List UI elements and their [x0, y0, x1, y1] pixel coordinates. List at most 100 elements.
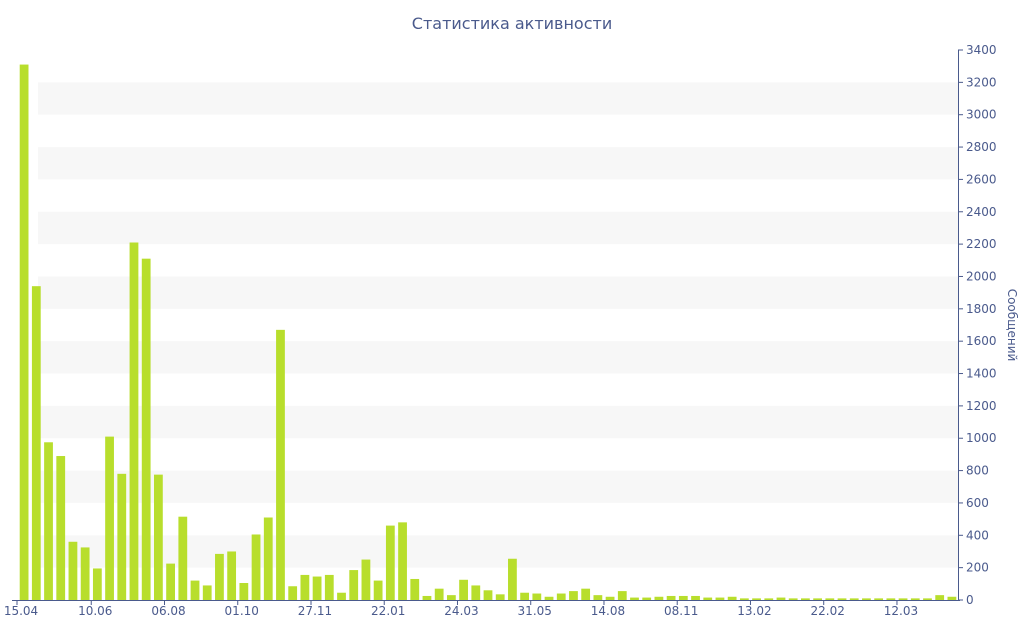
- y-tick-label: 3200: [966, 75, 997, 89]
- bar: [251, 534, 261, 600]
- bar: [813, 598, 823, 600]
- x-tick-label: 31.05: [518, 604, 552, 618]
- x-tick-label: 10.06: [78, 604, 112, 618]
- bar: [31, 286, 41, 600]
- bars-group: [19, 64, 957, 600]
- bar: [337, 592, 346, 600]
- bar: [788, 598, 798, 600]
- bar: [324, 574, 334, 600]
- bar: [898, 598, 908, 600]
- x-tick-label: 06.08: [151, 604, 185, 618]
- x-tick-label: 01.10: [225, 604, 259, 618]
- y-tick-label: 2800: [966, 140, 997, 154]
- y-tick-label: 2600: [966, 172, 997, 186]
- bar: [117, 473, 127, 600]
- bar: [129, 242, 139, 600]
- bar: [715, 597, 725, 600]
- bar: [678, 595, 688, 600]
- bar: [202, 585, 212, 600]
- x-tick-label: 22.02: [811, 604, 845, 618]
- x-axis: 15.04 10.06 06.08 01.10 27.11 22.01 24.03 31.05…: [4, 600, 960, 618]
- bar: [276, 329, 285, 600]
- y-tick-label: 800: [966, 464, 989, 478]
- y-axis: 0 200 400 600 800 1000 1200 1400 1600 1800 2000 220…: [958, 43, 997, 607]
- bar: [373, 580, 383, 600]
- bar: [215, 553, 224, 600]
- bar: [825, 598, 835, 600]
- grid-band: [38, 535, 958, 568]
- bar: [605, 596, 615, 600]
- grid-bands: [38, 82, 958, 568]
- bar: [886, 598, 896, 600]
- bar: [581, 588, 591, 600]
- grid-band: [38, 470, 958, 503]
- bar: [483, 590, 493, 600]
- bar: [739, 598, 749, 600]
- bar: [349, 570, 359, 600]
- bar: [727, 596, 737, 600]
- grid-band: [38, 276, 958, 309]
- x-tick-label: 08.11: [664, 604, 698, 618]
- y-tick-label: 3000: [966, 108, 997, 122]
- bar: [446, 595, 456, 600]
- chart-title: Статистика активности: [411, 14, 613, 33]
- y-tick-label: 1000: [966, 431, 997, 445]
- x-tick-label: 13.02: [737, 604, 771, 618]
- bar: [288, 586, 298, 600]
- y-tick-label: 1600: [966, 334, 997, 348]
- y-tick-label: 2000: [966, 269, 997, 283]
- bar: [105, 436, 114, 600]
- bar: [556, 593, 566, 600]
- grid-band: [38, 82, 958, 115]
- bar: [19, 64, 29, 600]
- y-tick-label: 1400: [966, 367, 997, 381]
- x-tick-label: 14.08: [591, 604, 625, 618]
- y-tick-label: 0: [966, 593, 974, 607]
- x-tick-label: 24.03: [444, 604, 478, 618]
- bar: [544, 596, 554, 600]
- x-tick-label: 15.04: [4, 604, 38, 618]
- bar: [178, 516, 188, 600]
- y-tick-label: 2200: [966, 237, 997, 251]
- y-tick-label: 3400: [966, 43, 997, 57]
- bar: [300, 574, 310, 600]
- bar: [385, 525, 395, 600]
- bar: [642, 597, 652, 600]
- bar: [801, 598, 810, 600]
- bar: [923, 598, 932, 600]
- bar: [666, 595, 676, 600]
- bar: [227, 551, 237, 600]
- bar: [593, 595, 603, 600]
- y-axis-title: Сообщений: [1005, 288, 1019, 362]
- bar: [532, 593, 542, 600]
- bar: [312, 576, 322, 600]
- bar: [654, 596, 664, 600]
- y-tick-label: 600: [966, 496, 989, 510]
- bar: [776, 597, 786, 600]
- x-tick-label: 12.03: [884, 604, 918, 618]
- bar: [630, 597, 639, 600]
- bar: [837, 598, 847, 600]
- bar: [68, 541, 78, 600]
- grid-band: [38, 341, 958, 374]
- bar: [398, 522, 407, 600]
- bar: [752, 598, 761, 600]
- bar: [80, 547, 90, 600]
- bar: [849, 598, 859, 600]
- bar: [459, 579, 468, 600]
- bar: [166, 563, 175, 600]
- x-tick-label: 22.01: [371, 604, 405, 618]
- bar: [508, 558, 517, 600]
- bar: [263, 517, 273, 600]
- bar: [520, 592, 530, 600]
- grid-band: [38, 211, 958, 245]
- y-tick-label: 400: [966, 528, 989, 542]
- bar: [239, 583, 249, 600]
- bar: [935, 595, 945, 600]
- bar: [153, 474, 163, 600]
- bar: [361, 559, 371, 600]
- bar: [703, 597, 713, 600]
- bar: [44, 442, 53, 600]
